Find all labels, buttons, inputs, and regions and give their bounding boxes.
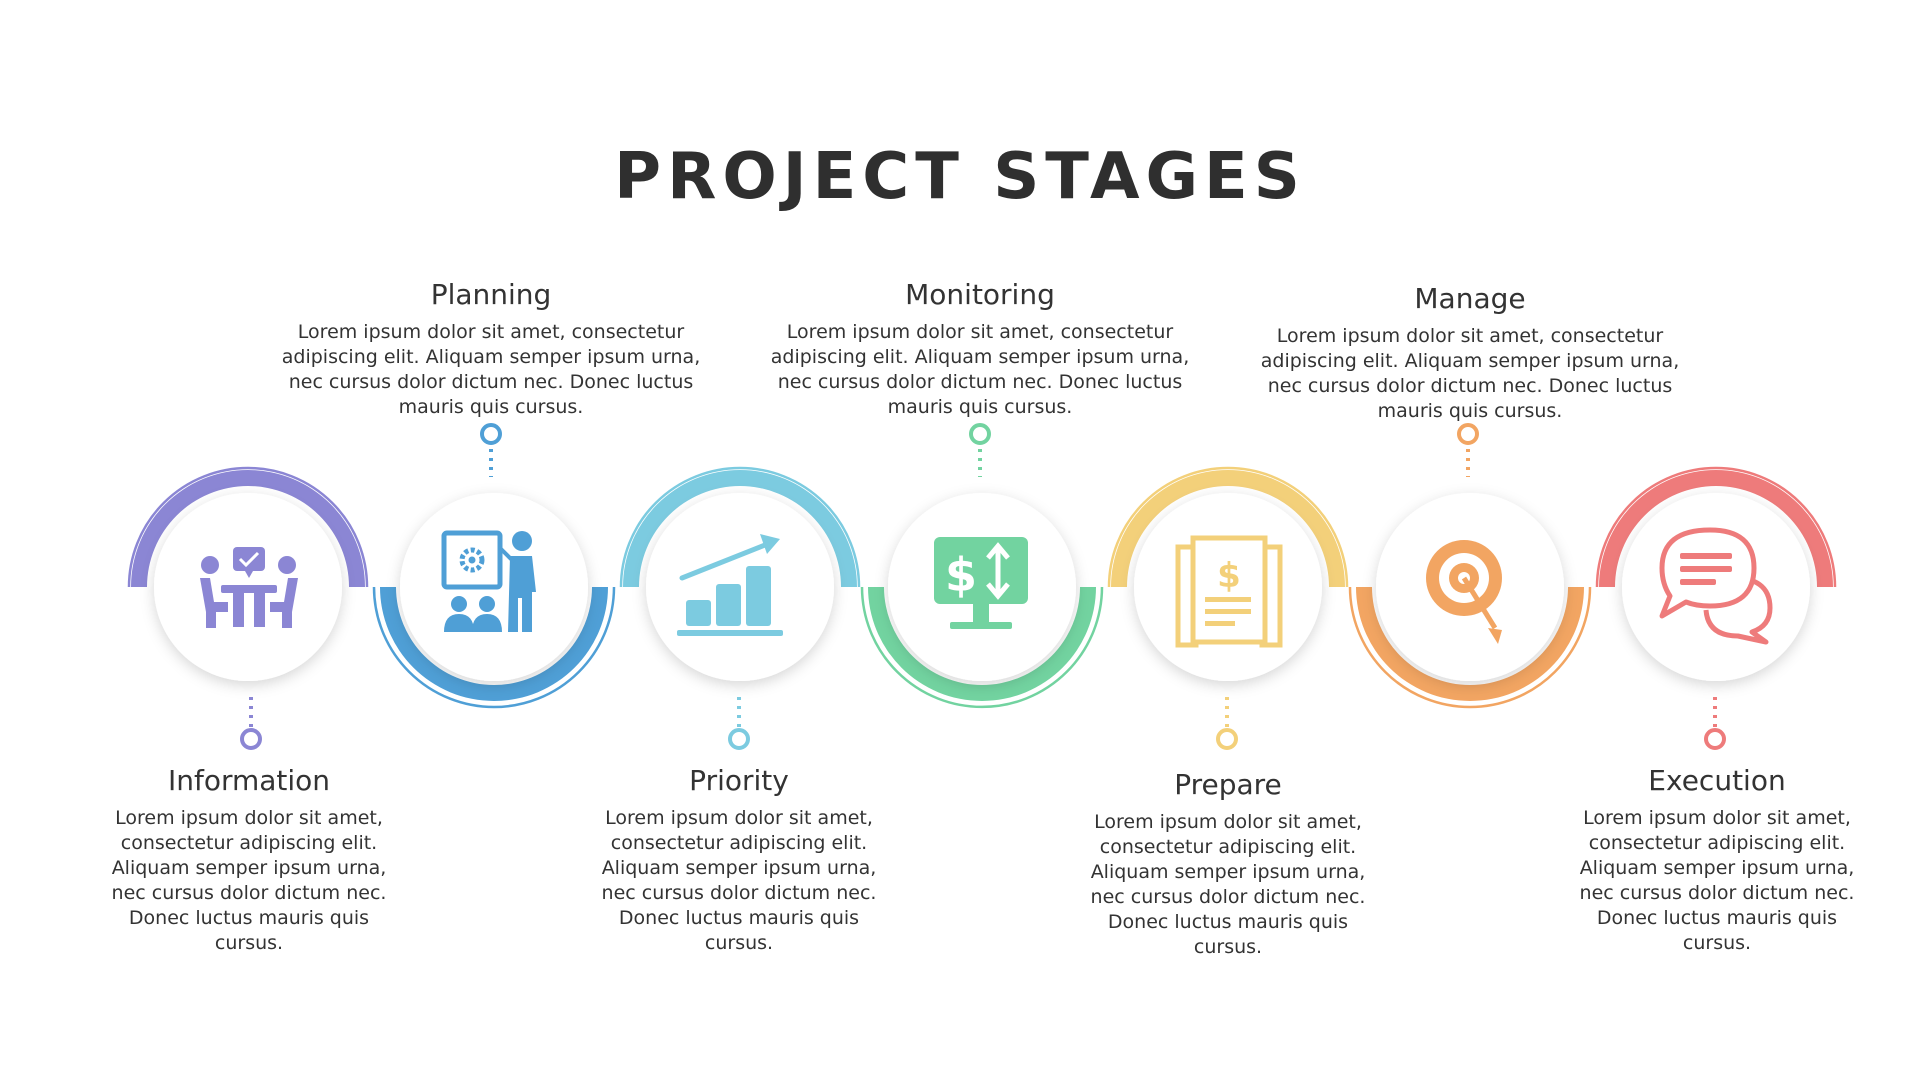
stage-5-caption: Prepare Lorem ipsum dolor sit amet, cons… (1083, 768, 1373, 960)
growth-chart-icon (677, 534, 783, 636)
stage-4-title: Monitoring (905, 278, 1055, 311)
stage-2-pin (480, 423, 502, 445)
stage-7-title: Execution (1648, 764, 1786, 797)
stage-1-node (127, 466, 369, 750)
stage-3-pin (728, 728, 750, 750)
invoice-document-icon: $ (1175, 535, 1283, 648)
stage-5-description: Lorem ipsum dolor sit amet, consectetur … (1090, 811, 1366, 958)
stage-6-arc (1356, 587, 1584, 701)
stage-5-node: $ (1107, 466, 1349, 750)
stage-7-arc-outline (1595, 466, 1837, 588)
stage-4-caption: Monitoring Lorem ipsum dolor sit amet, c… (770, 278, 1190, 420)
stage-1-description: Lorem ipsum dolor sit amet, consectetur … (111, 807, 387, 954)
page-title: PROJECT STAGES (614, 140, 1306, 214)
stage-5-arc-outline (1107, 466, 1349, 588)
presentation-icon (441, 530, 536, 632)
stage-5-title: Prepare (1174, 768, 1282, 801)
stage-2-arc (380, 587, 608, 701)
stage-3-arc-outline (619, 466, 861, 588)
stage-6-caption: Manage Lorem ipsum dolor sit amet, conse… (1260, 282, 1680, 424)
stage-5-pin (1216, 728, 1238, 750)
meeting-people-icon (200, 547, 298, 628)
stage-4-arc-outline (860, 586, 1104, 709)
stage-4-pin (969, 423, 991, 445)
stage-7-pin (1704, 728, 1726, 750)
stage-1-caption: Information Lorem ipsum dolor sit amet, … (104, 764, 394, 956)
stage-2-caption: Planning Lorem ipsum dolor sit amet, con… (281, 278, 701, 420)
stage-6-title: Manage (1414, 282, 1526, 315)
stage-4-description: Lorem ipsum dolor sit amet, consectetur … (770, 321, 1190, 418)
stage-2-description: Lorem ipsum dolor sit amet, consectetur … (281, 321, 701, 418)
stage-3-node (619, 466, 861, 750)
target-icon (1426, 540, 1502, 644)
monitor-dollar-icon: $ (934, 537, 1028, 629)
stage-1-pin (240, 728, 262, 750)
stage-2-node (372, 423, 616, 709)
stage-3-title: Priority (689, 764, 789, 797)
stage-7-node (1595, 466, 1837, 750)
stage-6-description: Lorem ipsum dolor sit amet, consectetur … (1260, 325, 1680, 422)
svg-text:$: $ (1217, 556, 1241, 596)
stage-2-title: Planning (430, 278, 552, 311)
stage-1-arc-outline (127, 466, 369, 588)
stage-7-arc (1599, 470, 1833, 587)
stage-5-arc (1111, 470, 1345, 587)
stage-2-arc-outline (372, 586, 616, 709)
stage-4-node: $ (860, 423, 1104, 709)
chat-bubbles-icon (1659, 527, 1773, 645)
stage-1-title: Information (167, 764, 331, 797)
stage-6-pin (1457, 423, 1479, 445)
stage-3-arc (623, 470, 857, 587)
stage-6-node (1348, 423, 1592, 709)
stage-1-arc (131, 470, 365, 587)
stage-3-caption: Priority Lorem ipsum dolor sit amet, con… (594, 764, 884, 956)
stage-3-description: Lorem ipsum dolor sit amet, consectetur … (601, 807, 877, 954)
svg-text:$: $ (945, 548, 977, 602)
stage-7-description: Lorem ipsum dolor sit amet, consectetur … (1579, 807, 1855, 954)
stage-4-arc (868, 587, 1096, 701)
stage-7-caption: Execution Lorem ipsum dolor sit amet, co… (1572, 764, 1862, 956)
stage-6-arc-outline (1348, 586, 1592, 709)
